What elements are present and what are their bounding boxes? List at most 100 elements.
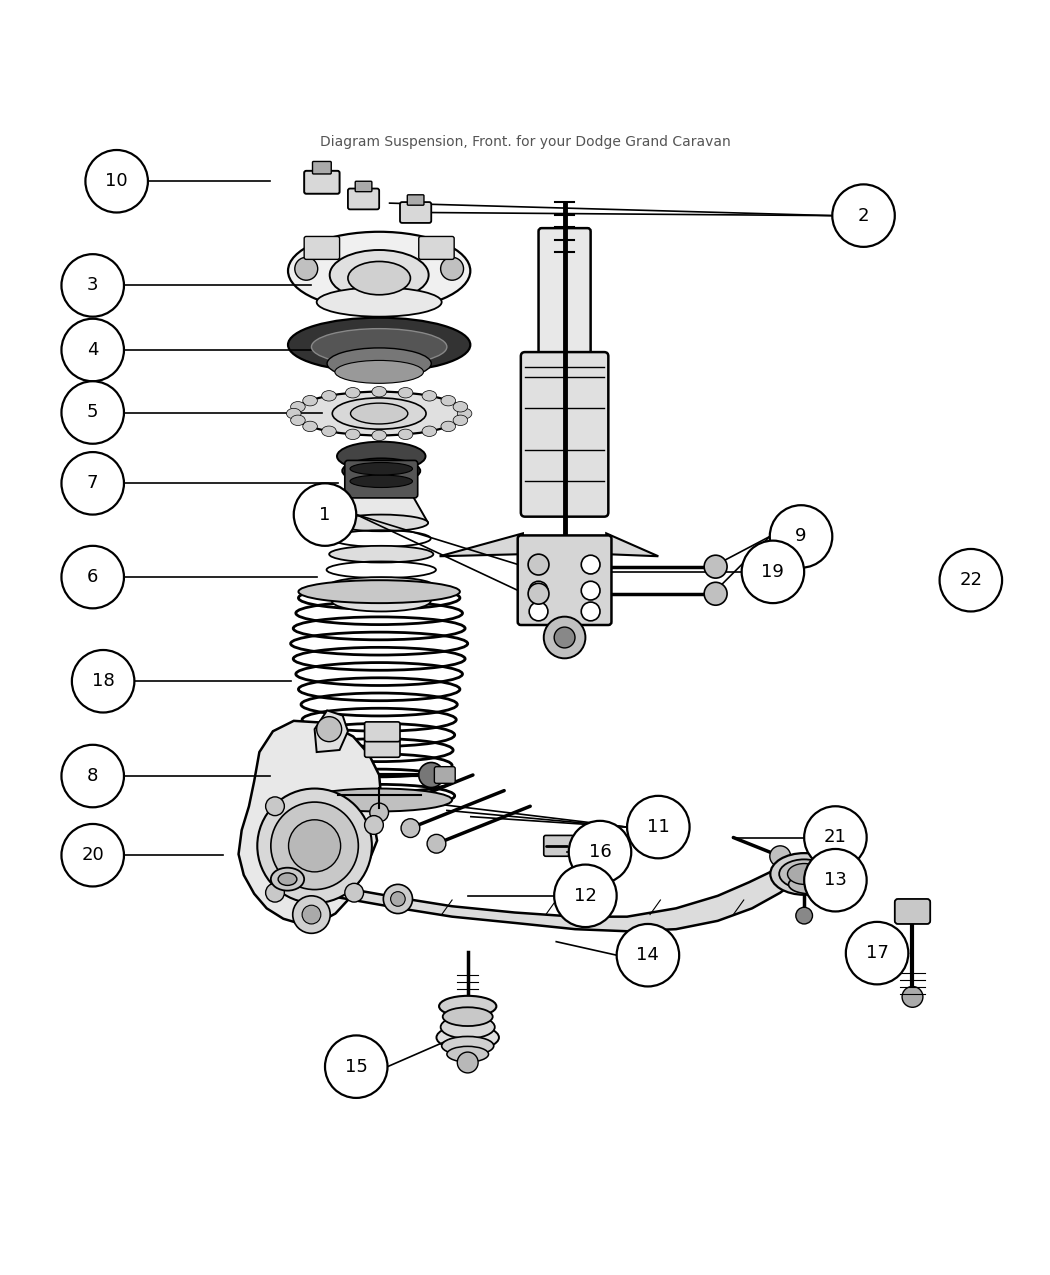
Circle shape <box>770 505 833 567</box>
Ellipse shape <box>422 426 437 436</box>
Text: 10: 10 <box>105 172 128 190</box>
FancyBboxPatch shape <box>400 201 432 223</box>
Ellipse shape <box>437 1025 499 1051</box>
Text: 2: 2 <box>858 207 869 224</box>
Ellipse shape <box>330 250 428 300</box>
Text: 1: 1 <box>319 506 331 524</box>
Ellipse shape <box>287 408 301 418</box>
Ellipse shape <box>345 430 360 440</box>
Text: 8: 8 <box>87 768 99 785</box>
Circle shape <box>804 806 866 868</box>
Circle shape <box>317 717 341 742</box>
Circle shape <box>62 381 124 444</box>
Circle shape <box>62 824 124 886</box>
Ellipse shape <box>442 1037 494 1056</box>
Polygon shape <box>312 765 328 783</box>
Circle shape <box>62 254 124 316</box>
Ellipse shape <box>441 395 456 405</box>
Circle shape <box>62 453 124 515</box>
Circle shape <box>257 788 372 903</box>
Ellipse shape <box>332 590 430 612</box>
Ellipse shape <box>298 580 460 603</box>
Ellipse shape <box>293 391 465 436</box>
Circle shape <box>528 584 549 604</box>
Ellipse shape <box>307 788 453 811</box>
Ellipse shape <box>441 1016 495 1039</box>
Polygon shape <box>238 720 381 924</box>
Ellipse shape <box>350 476 413 487</box>
Circle shape <box>370 803 388 822</box>
Circle shape <box>289 820 340 872</box>
Ellipse shape <box>337 441 425 470</box>
Ellipse shape <box>372 386 386 397</box>
Circle shape <box>529 602 548 621</box>
Circle shape <box>940 550 1002 612</box>
Circle shape <box>85 150 148 213</box>
FancyBboxPatch shape <box>539 228 590 370</box>
Circle shape <box>364 816 383 834</box>
Ellipse shape <box>454 402 467 412</box>
Circle shape <box>344 884 363 903</box>
Polygon shape <box>280 858 804 931</box>
FancyBboxPatch shape <box>304 236 339 259</box>
Circle shape <box>62 319 124 381</box>
Circle shape <box>529 555 548 574</box>
Text: 5: 5 <box>87 403 99 422</box>
FancyBboxPatch shape <box>348 189 379 209</box>
Text: 21: 21 <box>824 829 847 847</box>
Ellipse shape <box>443 1007 492 1026</box>
Text: 22: 22 <box>960 571 983 589</box>
Circle shape <box>569 821 631 884</box>
Ellipse shape <box>334 515 428 532</box>
Polygon shape <box>334 487 428 523</box>
Text: 16: 16 <box>589 843 611 861</box>
Circle shape <box>796 908 813 924</box>
Ellipse shape <box>447 1047 488 1062</box>
Ellipse shape <box>345 388 360 398</box>
FancyBboxPatch shape <box>544 835 574 857</box>
Circle shape <box>741 541 804 603</box>
FancyBboxPatch shape <box>313 162 331 173</box>
Ellipse shape <box>329 546 434 562</box>
Text: 13: 13 <box>824 871 847 889</box>
Ellipse shape <box>312 329 447 365</box>
Ellipse shape <box>317 287 442 316</box>
Ellipse shape <box>321 390 336 402</box>
Circle shape <box>770 845 791 867</box>
Circle shape <box>458 1052 478 1074</box>
Ellipse shape <box>278 873 297 885</box>
Text: 9: 9 <box>795 528 806 546</box>
Text: 6: 6 <box>87 569 99 586</box>
Ellipse shape <box>288 317 470 372</box>
FancyBboxPatch shape <box>419 236 455 259</box>
Text: 11: 11 <box>647 819 670 836</box>
Circle shape <box>391 891 405 907</box>
FancyBboxPatch shape <box>895 899 930 924</box>
Circle shape <box>705 555 727 578</box>
Ellipse shape <box>439 996 497 1016</box>
Text: 19: 19 <box>761 562 784 581</box>
Circle shape <box>528 555 549 575</box>
Circle shape <box>383 885 413 914</box>
Circle shape <box>529 581 548 601</box>
Circle shape <box>582 602 600 621</box>
Circle shape <box>401 819 420 838</box>
Circle shape <box>705 583 727 606</box>
Polygon shape <box>606 533 658 556</box>
Ellipse shape <box>302 421 317 432</box>
Circle shape <box>804 849 866 912</box>
FancyBboxPatch shape <box>521 352 608 516</box>
FancyBboxPatch shape <box>435 766 456 783</box>
Text: 15: 15 <box>344 1058 368 1076</box>
Text: 3: 3 <box>87 277 99 295</box>
Text: 4: 4 <box>87 340 99 360</box>
FancyBboxPatch shape <box>344 460 418 499</box>
Ellipse shape <box>458 408 471 418</box>
Circle shape <box>846 922 908 984</box>
Text: 7: 7 <box>87 474 99 492</box>
Ellipse shape <box>288 232 470 310</box>
FancyBboxPatch shape <box>364 737 400 757</box>
Circle shape <box>419 762 444 788</box>
Text: 14: 14 <box>636 946 659 964</box>
FancyBboxPatch shape <box>364 722 400 742</box>
